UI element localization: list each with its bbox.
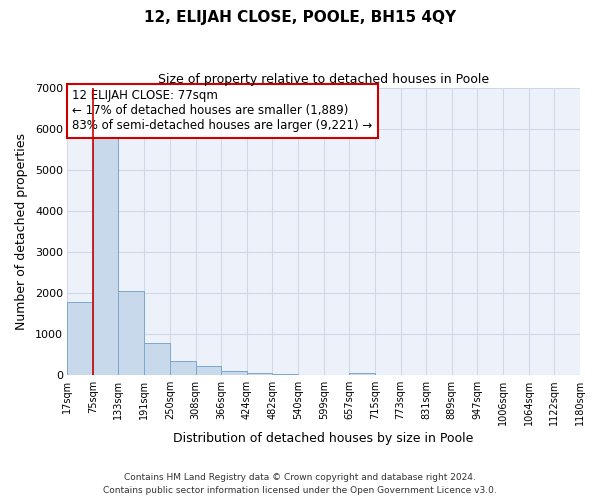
Bar [93, 138, 118, 376]
Bar [118, 291, 144, 376]
Title: Size of property relative to detached houses in Poole: Size of property relative to detached ho… [158, 72, 489, 86]
Y-axis label: Number of detached properties: Number of detached properties [15, 133, 28, 330]
Bar [221, 371, 247, 376]
X-axis label: Distribution of detached houses by size in Poole: Distribution of detached houses by size … [173, 432, 474, 445]
Bar [349, 374, 375, 376]
Bar [67, 302, 93, 376]
Bar [144, 342, 170, 376]
Text: 12 ELIJAH CLOSE: 77sqm
← 17% of detached houses are smaller (1,889)
83% of semi-: 12 ELIJAH CLOSE: 77sqm ← 17% of detached… [73, 90, 373, 132]
Text: Contains HM Land Registry data © Crown copyright and database right 2024.
Contai: Contains HM Land Registry data © Crown c… [103, 474, 497, 495]
Bar [247, 373, 272, 376]
Bar [272, 374, 298, 376]
Text: 12, ELIJAH CLOSE, POOLE, BH15 4QY: 12, ELIJAH CLOSE, POOLE, BH15 4QY [144, 10, 456, 25]
Bar [196, 366, 221, 376]
Bar [170, 360, 196, 376]
